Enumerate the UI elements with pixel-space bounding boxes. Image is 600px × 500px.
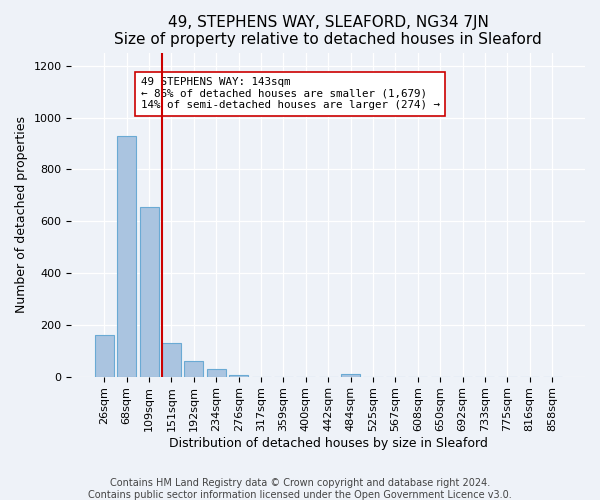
Text: 49 STEPHENS WAY: 143sqm
← 86% of detached houses are smaller (1,679)
14% of semi: 49 STEPHENS WAY: 143sqm ← 86% of detache… bbox=[141, 77, 440, 110]
X-axis label: Distribution of detached houses by size in Sleaford: Distribution of detached houses by size … bbox=[169, 437, 488, 450]
Text: Contains HM Land Registry data © Crown copyright and database right 2024.
Contai: Contains HM Land Registry data © Crown c… bbox=[88, 478, 512, 500]
Title: 49, STEPHENS WAY, SLEAFORD, NG34 7JN
Size of property relative to detached house: 49, STEPHENS WAY, SLEAFORD, NG34 7JN Siz… bbox=[115, 15, 542, 48]
Bar bbox=[162, 343, 181, 376]
Bar bbox=[207, 370, 226, 376]
Y-axis label: Number of detached properties: Number of detached properties bbox=[15, 116, 28, 313]
Bar bbox=[229, 374, 248, 376]
Bar bbox=[140, 207, 158, 376]
Bar bbox=[184, 360, 203, 376]
Bar bbox=[341, 374, 360, 376]
Bar bbox=[95, 335, 114, 376]
Bar bbox=[117, 136, 136, 376]
